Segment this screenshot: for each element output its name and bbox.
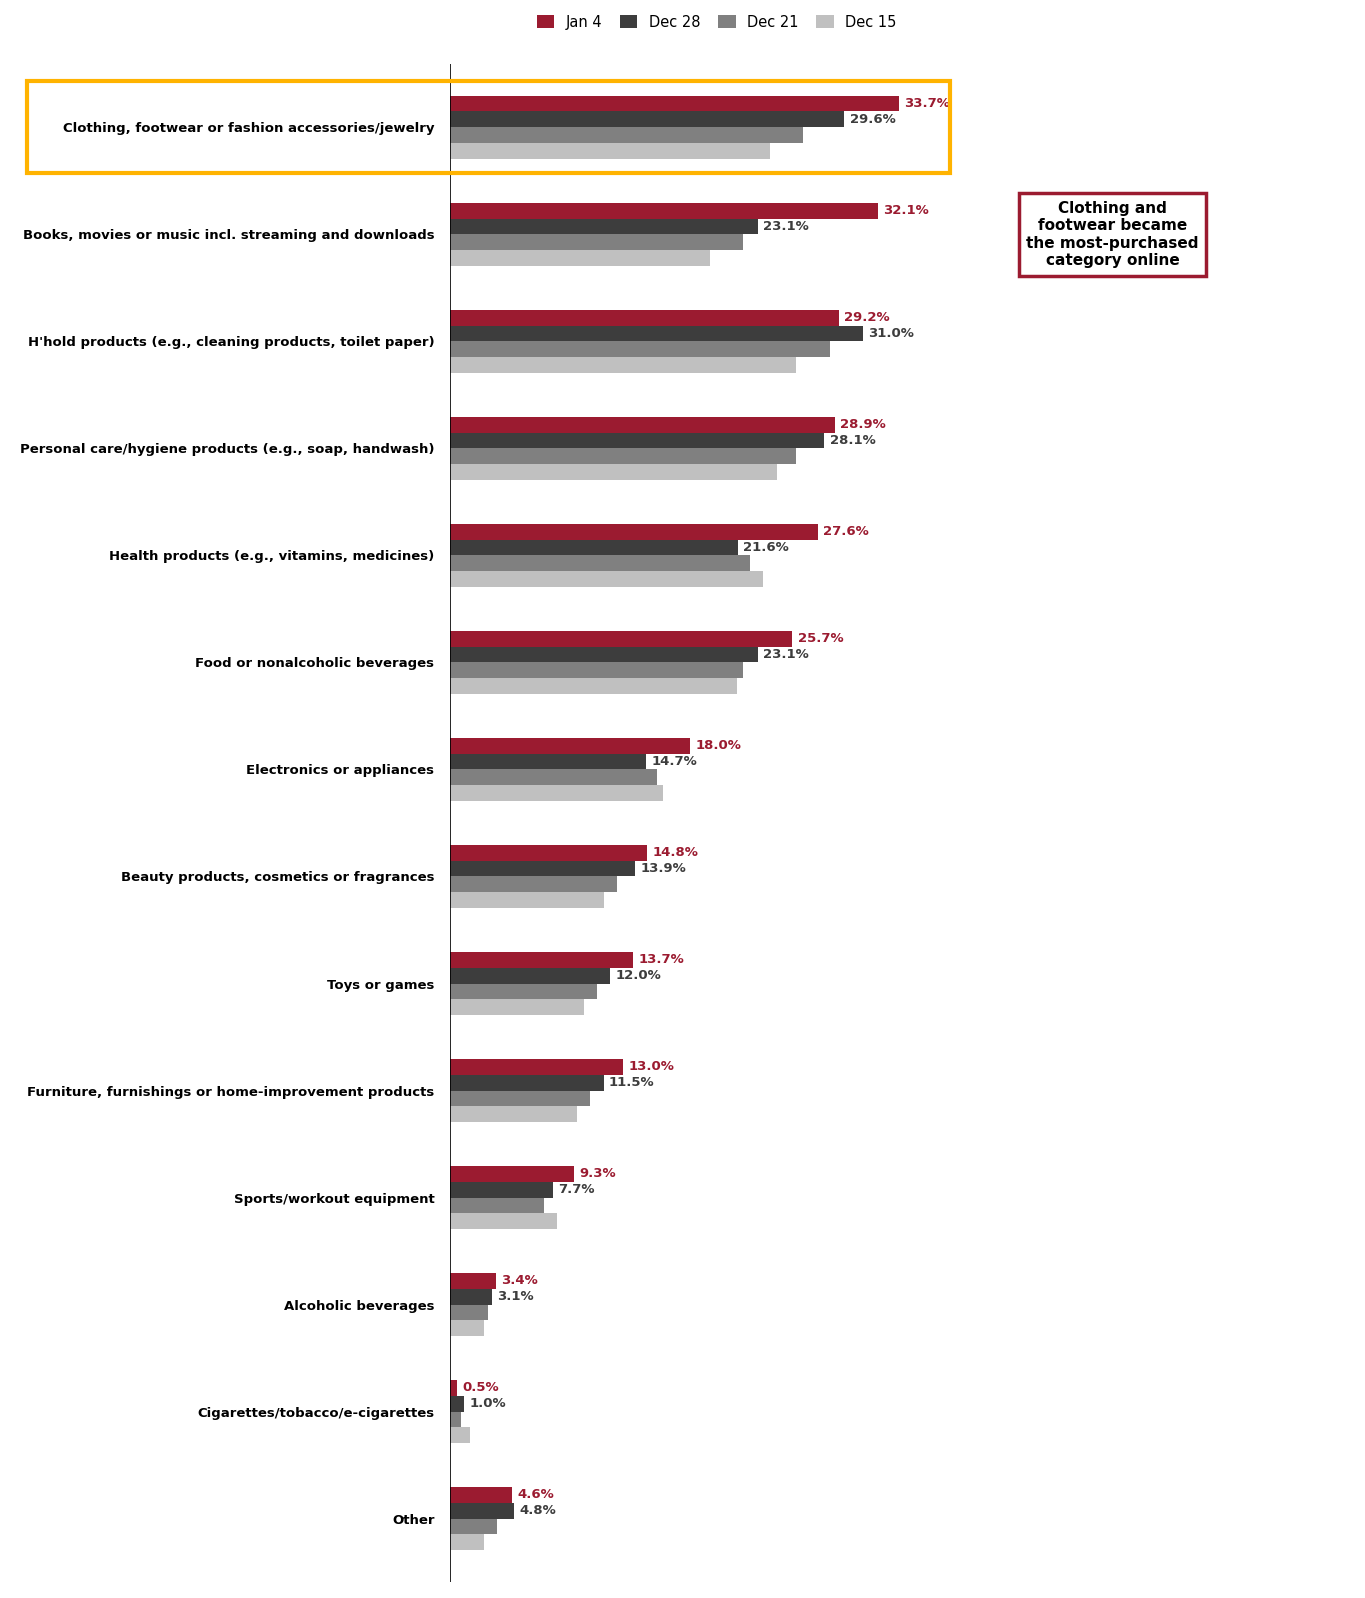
Bar [450, 861, 636, 876]
Bar [450, 1379, 457, 1395]
Bar [450, 1534, 483, 1550]
Text: 29.6%: 29.6% [849, 113, 895, 126]
Bar [450, 1197, 543, 1213]
Text: 28.1%: 28.1% [830, 435, 875, 447]
Bar [450, 1395, 464, 1411]
Text: 4.8%: 4.8% [520, 1504, 557, 1517]
Text: Clothing and
footwear became
the most-purchased
category online: Clothing and footwear became the most-pu… [1026, 201, 1198, 268]
Bar [450, 326, 863, 342]
Text: 33.7%: 33.7% [904, 97, 950, 110]
Bar [450, 128, 803, 144]
Bar [450, 892, 603, 908]
Bar [450, 845, 647, 861]
Bar [450, 96, 900, 112]
Text: 23.1%: 23.1% [763, 649, 809, 662]
Bar [450, 1427, 471, 1443]
Text: 13.0%: 13.0% [629, 1059, 674, 1074]
Bar [450, 310, 839, 326]
Bar [450, 968, 610, 983]
Bar [450, 1213, 557, 1229]
Text: 7.7%: 7.7% [558, 1183, 595, 1197]
Text: 27.6%: 27.6% [823, 526, 870, 539]
Bar [450, 1167, 575, 1181]
Bar [450, 433, 824, 449]
Text: 25.7%: 25.7% [797, 633, 844, 646]
Bar [450, 1518, 497, 1534]
Bar [450, 465, 777, 479]
Bar [450, 1486, 512, 1502]
Bar [450, 1304, 487, 1320]
Bar [450, 112, 845, 128]
Bar [450, 1274, 495, 1288]
Bar [450, 631, 793, 647]
Bar [450, 1288, 491, 1304]
Bar [450, 1090, 590, 1106]
Bar [450, 983, 597, 999]
Text: 18.0%: 18.0% [695, 740, 741, 753]
Bar [450, 876, 617, 892]
Bar [450, 647, 758, 663]
Text: 28.9%: 28.9% [841, 419, 886, 431]
Bar [450, 1181, 553, 1197]
Bar [450, 1106, 577, 1122]
Bar [450, 678, 737, 694]
Bar [450, 524, 818, 540]
Text: 13.9%: 13.9% [640, 861, 687, 876]
Text: 3.4%: 3.4% [501, 1274, 538, 1288]
Text: 1.0%: 1.0% [470, 1397, 505, 1409]
Bar [450, 1075, 603, 1090]
Text: 11.5%: 11.5% [609, 1075, 654, 1090]
Bar [450, 663, 744, 678]
Bar [450, 358, 797, 372]
Bar [450, 770, 657, 785]
Text: 3.1%: 3.1% [497, 1290, 534, 1302]
Text: 23.1%: 23.1% [763, 221, 809, 233]
Bar [450, 570, 763, 586]
Text: 21.6%: 21.6% [744, 542, 789, 555]
Text: 4.6%: 4.6% [517, 1488, 554, 1501]
Bar [450, 342, 830, 358]
Text: 29.2%: 29.2% [845, 312, 890, 324]
Bar [450, 203, 878, 219]
Bar [450, 417, 835, 433]
Bar [450, 235, 744, 251]
Text: 14.8%: 14.8% [652, 847, 699, 860]
Text: 32.1%: 32.1% [883, 205, 928, 217]
Text: 12.0%: 12.0% [616, 968, 661, 983]
Bar [450, 1502, 515, 1518]
Bar [450, 449, 797, 465]
Bar [450, 1320, 483, 1336]
Bar [450, 219, 758, 235]
Text: 0.5%: 0.5% [463, 1381, 500, 1395]
Bar [450, 1059, 624, 1075]
Bar [450, 556, 749, 570]
Bar [450, 738, 691, 754]
Bar [450, 1411, 461, 1427]
Text: 14.7%: 14.7% [651, 754, 698, 769]
Bar [450, 999, 584, 1015]
Bar [450, 754, 646, 770]
Bar [450, 144, 770, 160]
Bar [450, 785, 663, 801]
Text: 9.3%: 9.3% [580, 1167, 616, 1181]
Bar [450, 952, 633, 968]
Bar [450, 251, 710, 267]
Text: 13.7%: 13.7% [637, 954, 684, 967]
Legend: Jan 4, Dec 28, Dec 21, Dec 15: Jan 4, Dec 28, Dec 21, Dec 15 [532, 11, 901, 34]
Text: 31.0%: 31.0% [868, 328, 915, 340]
Bar [450, 540, 738, 556]
